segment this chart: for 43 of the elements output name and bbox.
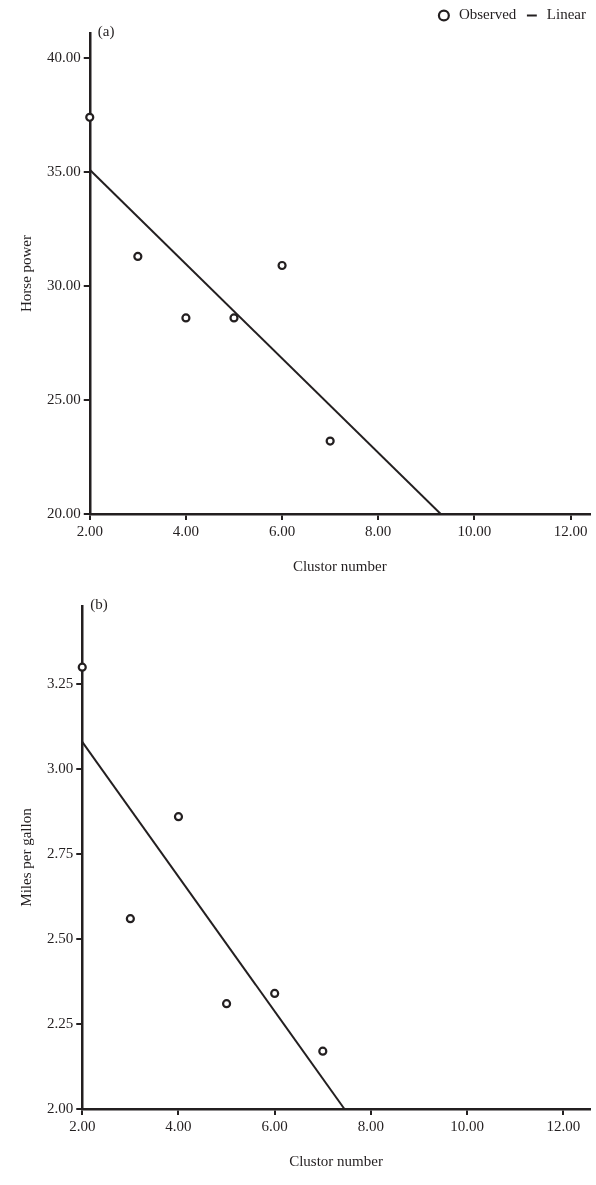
point xyxy=(181,313,191,323)
annotation: (b) xyxy=(90,596,108,614)
point xyxy=(125,914,135,924)
x-tick-label: 10.00 xyxy=(450,1117,484,1134)
x-tick-label: 8.00 xyxy=(365,522,392,539)
x-tick-label: 2.00 xyxy=(69,1117,96,1134)
y-tick-label: 2.25 xyxy=(47,1014,74,1031)
y-tick-label: 3.00 xyxy=(47,760,74,777)
y-tick-label: 20.00 xyxy=(47,504,81,521)
point xyxy=(325,436,335,446)
x-tick-label: 12.00 xyxy=(546,1117,581,1134)
y-tick-label: 30.00 xyxy=(47,276,81,293)
y-tick-label: 2.50 xyxy=(47,930,74,947)
y-tick-label: 2.00 xyxy=(47,1099,74,1116)
x-tick-label: 6.00 xyxy=(261,1117,288,1134)
legend-label: Observed xyxy=(458,6,517,23)
x-tick-label: 4.00 xyxy=(165,1117,192,1134)
annotation: (a) xyxy=(97,23,115,41)
point xyxy=(277,260,287,271)
y-tick-label: 25.00 xyxy=(47,390,81,407)
y-axis-title: Horse power xyxy=(17,234,34,313)
y-tick-label: 3.25 xyxy=(47,675,74,692)
x-tick-label: 2.00 xyxy=(76,522,103,539)
y-tick-label: 40.00 xyxy=(47,49,81,66)
x-tick-label: 12.00 xyxy=(553,522,588,539)
point xyxy=(318,1046,328,1056)
point xyxy=(77,662,87,672)
x-tick-label: 10.00 xyxy=(457,522,492,539)
y-tick-label: 35.00 xyxy=(47,162,81,179)
x-tick-label: 8.00 xyxy=(357,1117,385,1134)
point xyxy=(133,251,143,261)
point xyxy=(85,112,95,122)
point xyxy=(221,999,232,1009)
x-tick-label: 4.00 xyxy=(172,522,200,539)
x-tick-label: 6.00 xyxy=(268,522,296,539)
legend-label: Linear xyxy=(546,6,586,23)
y-axis-title: Miles per gallon xyxy=(17,807,34,907)
point xyxy=(270,988,280,999)
x-axis-title: Clustor number xyxy=(292,557,387,574)
point xyxy=(173,812,184,822)
y-tick-label: 2.75 xyxy=(47,845,74,862)
x-axis-title: Clustor number xyxy=(289,1152,383,1169)
point xyxy=(229,313,239,323)
